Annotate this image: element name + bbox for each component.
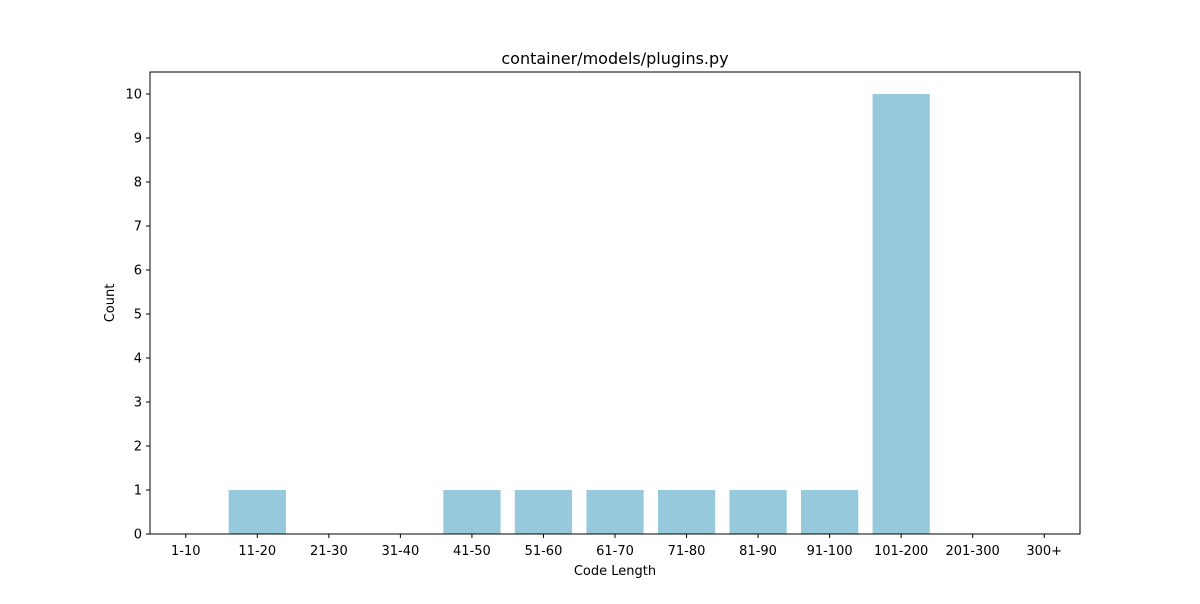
x-tick-label: 81-90 [739,544,777,559]
plot-frame [149,71,1081,535]
bar-91-100 [801,490,859,534]
x-axis-label: Code Length [574,564,656,579]
x-tick-label: 61-70 [596,544,634,559]
bar-series [228,94,930,534]
y-tick-label: 6 [134,264,142,279]
x-tick-label: 1-10 [171,544,201,559]
x-tick-label: 201-300 [946,544,1000,559]
x-tick-label: 11-20 [238,544,276,559]
x-axis: 1-10 11-20 21-30 31-40 41-50 51-60 61-70 71-80 8… [171,534,1062,559]
x-tick-label: 21-30 [310,544,348,559]
y-axis-label: Count [103,284,118,323]
y-tick-label: 1 [134,484,142,499]
y-tick-label: 10 [125,88,142,103]
x-tick-label: 41-50 [453,544,491,559]
y-tick-label: 0 [134,528,142,543]
y-tick-label: 3 [134,396,142,411]
x-tick-label: 300+ [1026,544,1062,559]
y-tick-label: 7 [134,220,142,235]
x-tick-label: 31-40 [381,544,419,559]
y-tick-label: 8 [134,176,142,191]
x-tick-label: 51-60 [525,544,563,559]
bar-11-20 [228,490,286,534]
x-tick-label: 101-200 [874,544,928,559]
y-tick-label: 9 [134,132,142,147]
x-tick-label: 91-100 [807,544,853,559]
y-axis: 0 1 2 3 4 5 6 7 8 9 10 [125,88,150,543]
chart-title: container/models/plugins.py [501,49,728,68]
y-tick-label: 4 [134,352,142,367]
bar-101-200 [872,94,930,534]
bar-41-50 [443,490,501,534]
bar-61-70 [586,490,644,534]
bar-71-80 [657,490,716,534]
x-tick-label: 71-80 [668,544,706,559]
bar-81-90 [729,490,787,534]
y-tick-label: 2 [134,440,142,455]
bar-51-60 [514,490,573,534]
y-tick-label: 5 [134,308,142,323]
